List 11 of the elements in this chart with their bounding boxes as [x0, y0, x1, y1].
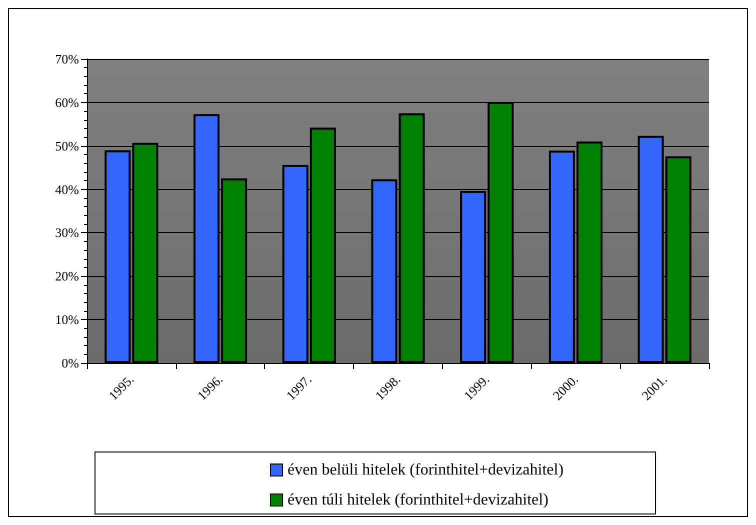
y-tick-label: 10%	[55, 312, 80, 328]
y-tick-label: 40%	[55, 182, 80, 197]
y-tick-label: 0%	[62, 356, 80, 370]
x-tick-label: 1999.	[460, 372, 492, 403]
y-tick-label: 70%	[55, 52, 80, 66]
y-tick-label: 50%	[55, 138, 80, 154]
legend-label: éven belüli hitelek (forinthitel+devizahitel)	[288, 462, 564, 478]
legend-label: éven túli hitelek (forinthitel+devizahitel)	[288, 492, 548, 508]
y-tick-label: 20%	[55, 268, 80, 284]
y-tick-label: 60%	[55, 94, 80, 110]
y-tick-label: 30%	[55, 225, 80, 240]
